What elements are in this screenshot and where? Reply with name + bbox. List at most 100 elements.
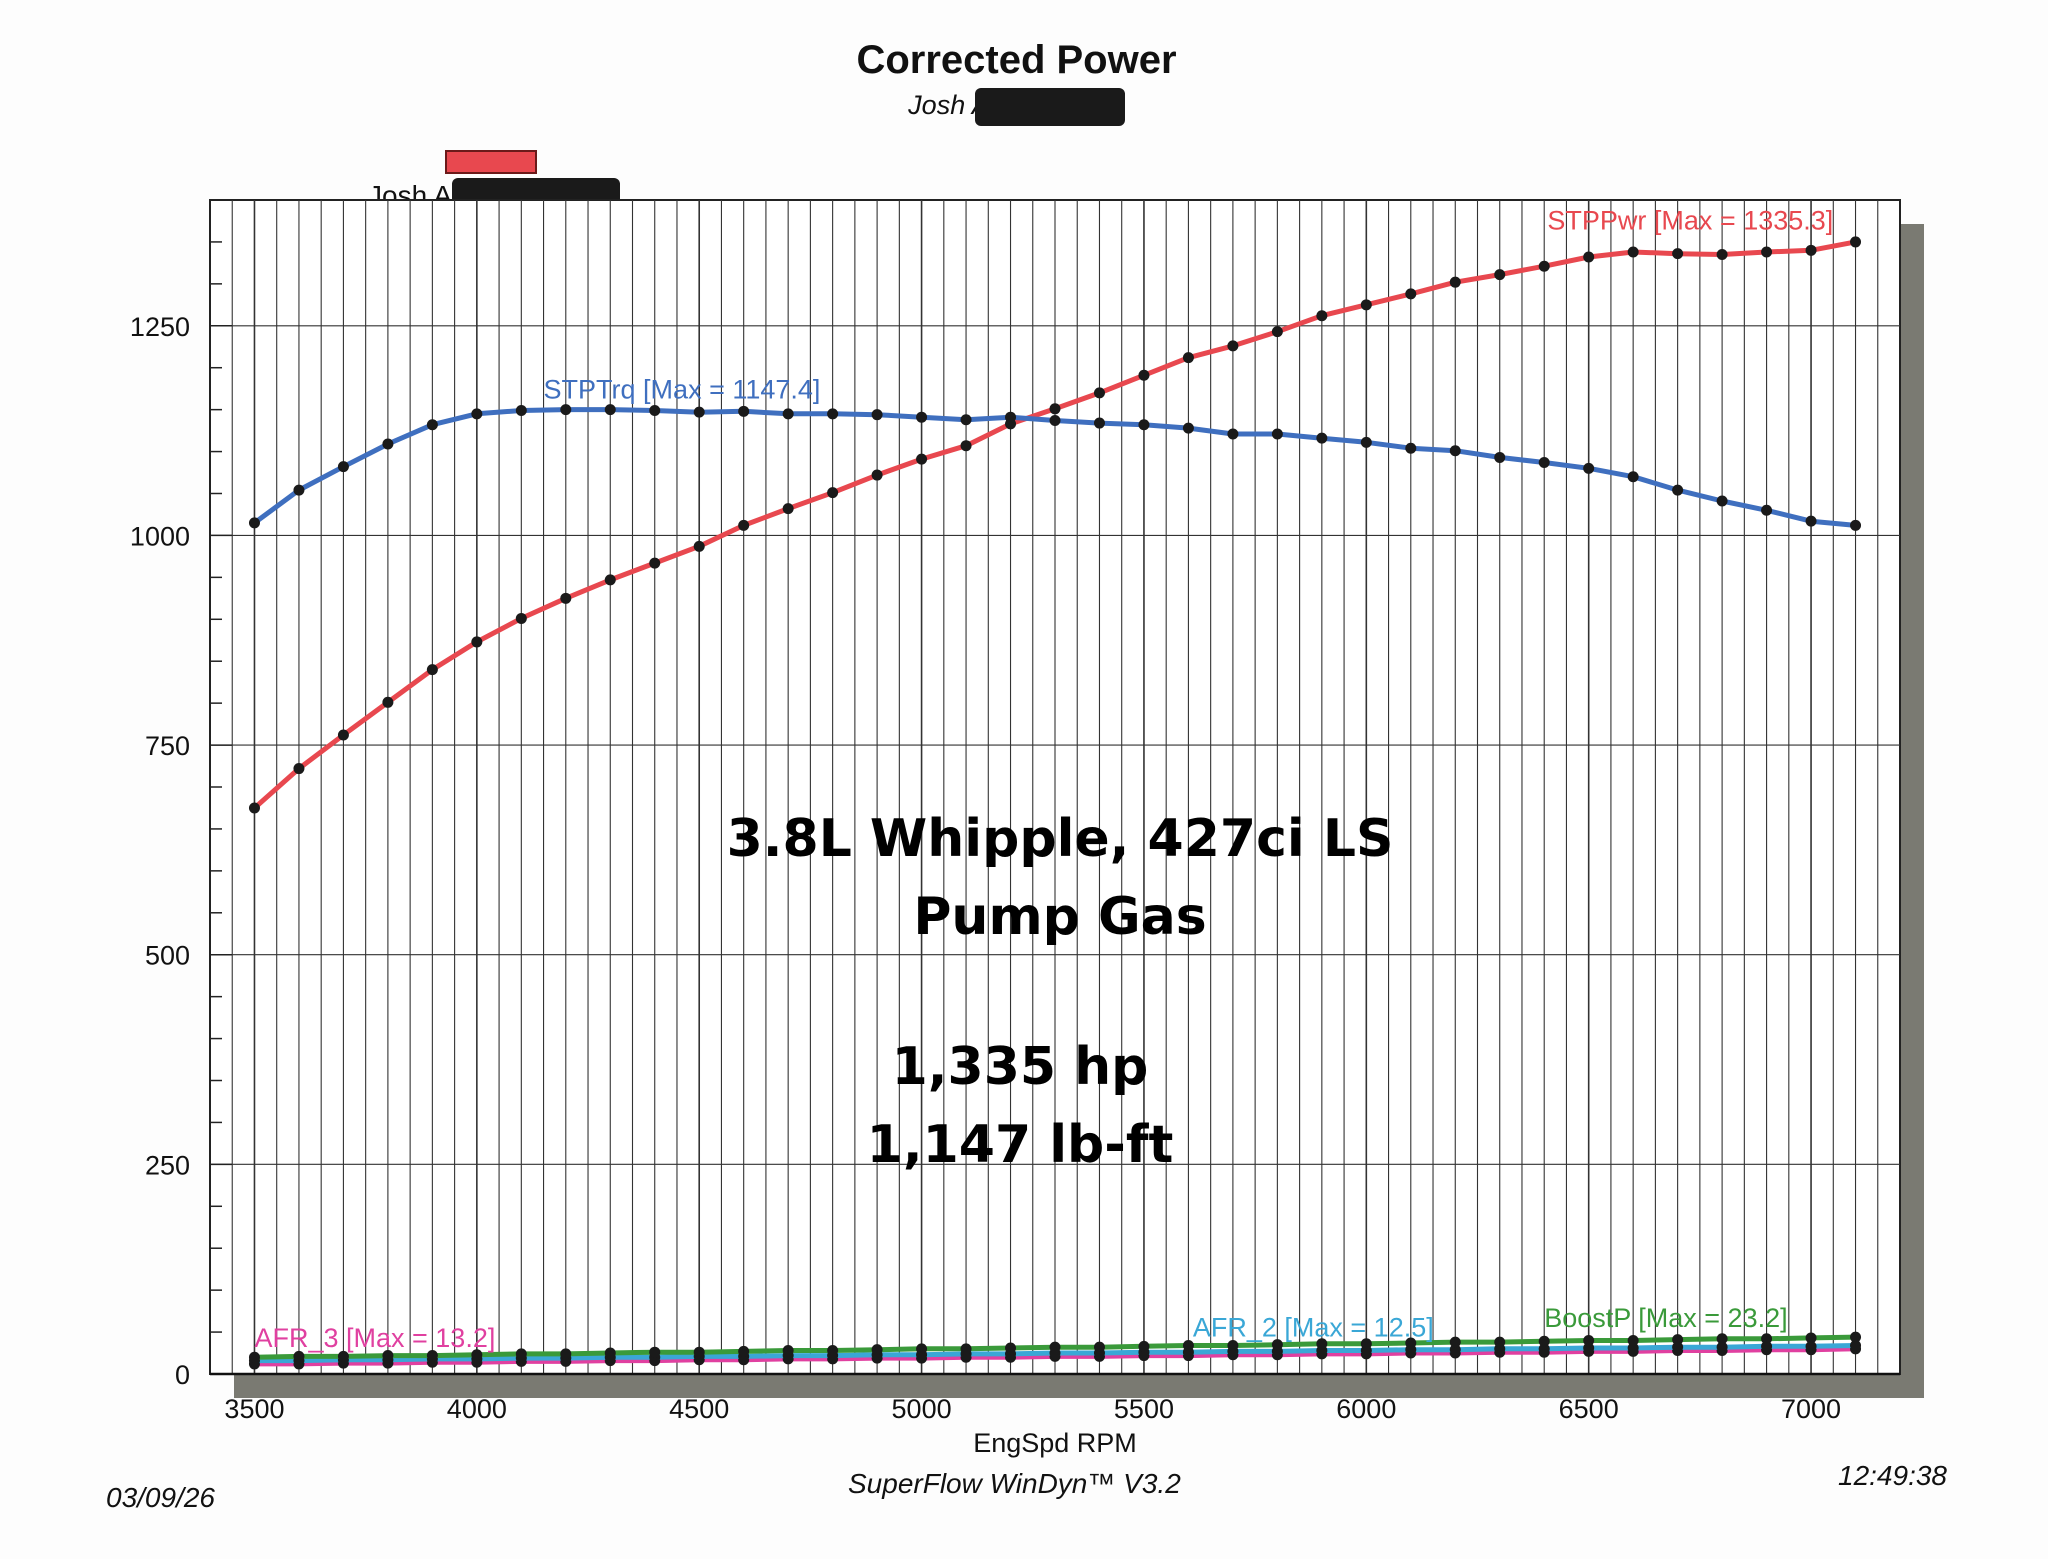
data-point-boostp [782, 1345, 794, 1357]
data-point-stppwr [471, 636, 483, 648]
data-point-stptrq [1049, 415, 1061, 427]
data-point-boostp [1271, 1339, 1283, 1351]
data-point-stppwr [1049, 403, 1061, 415]
data-point-boostp [738, 1345, 750, 1357]
data-point-stppwr [1761, 246, 1773, 258]
data-point-afr_2 [1850, 1339, 1862, 1351]
data-point-boostp [871, 1344, 883, 1356]
y-tick-label: 0 [175, 1360, 190, 1390]
annotation-engine: 3.8L Whipple, 427ci LS [726, 809, 1394, 869]
data-point-afr_2 [1805, 1340, 1817, 1352]
data-point-stppwr [1583, 251, 1595, 263]
data-point-stptrq [738, 405, 750, 417]
data-point-afr_2 [1583, 1342, 1595, 1354]
data-point-boostp [1850, 1331, 1862, 1343]
data-point-stptrq [1672, 484, 1684, 496]
data-point-stptrq [693, 406, 705, 418]
data-point-stptrq [649, 404, 661, 416]
data-point-stptrq [471, 408, 483, 420]
data-point-stppwr [827, 487, 839, 499]
annotation-torque: 1,147 lb-ft [866, 1115, 1174, 1175]
data-point-stptrq [1538, 456, 1550, 468]
data-point-afr_2 [1449, 1344, 1461, 1356]
data-point-stppwr [1093, 387, 1105, 399]
data-point-stppwr [1405, 288, 1417, 300]
data-point-boostp [337, 1350, 349, 1362]
data-point-stppwr [560, 592, 572, 604]
data-point-stptrq [560, 404, 572, 416]
annotation-power: 1,335 hp [891, 1037, 1149, 1097]
data-point-boostp [1805, 1332, 1817, 1344]
data-point-stptrq [1227, 428, 1239, 440]
data-point-stptrq [1494, 451, 1506, 463]
data-point-stptrq [1761, 504, 1773, 516]
y-tick-label: 1250 [130, 312, 190, 342]
x-tick-label: 6500 [1559, 1394, 1619, 1424]
x-axis-label: EngSpd RPM [973, 1428, 1137, 1458]
data-point-stptrq [1716, 495, 1728, 507]
data-point-stptrq [960, 414, 972, 426]
x-tick-label: 4000 [447, 1394, 507, 1424]
data-point-stptrq [426, 419, 438, 431]
data-point-stptrq [1805, 515, 1817, 527]
data-point-stppwr [248, 802, 260, 814]
data-point-boostp [1538, 1335, 1550, 1347]
x-tick-label: 5000 [892, 1394, 952, 1424]
data-point-boostp [1449, 1336, 1461, 1348]
data-point-stppwr [960, 440, 972, 452]
data-point-stppwr [916, 453, 928, 465]
y-tick-label: 250 [145, 1150, 190, 1180]
data-point-stptrq [515, 404, 527, 416]
data-point-stppwr [1672, 248, 1684, 260]
data-point-boostp [1494, 1336, 1506, 1348]
series-label-boostp: BoostP [Max = 23.2] [1544, 1303, 1787, 1333]
data-point-stppwr [1805, 244, 1817, 256]
data-point-boostp [515, 1348, 527, 1360]
data-point-stppwr [337, 729, 349, 741]
y-tick-label: 750 [145, 731, 190, 761]
data-point-stppwr [738, 519, 750, 531]
data-point-stptrq [1449, 445, 1461, 457]
legend-swatch [445, 150, 537, 174]
data-point-boostp [1360, 1338, 1372, 1350]
data-point-stptrq [1405, 442, 1417, 454]
data-point-stptrq [916, 411, 928, 423]
data-point-stppwr [1227, 340, 1239, 352]
data-point-stppwr [1449, 276, 1461, 288]
data-point-stptrq [1093, 417, 1105, 429]
data-point-stppwr [1716, 249, 1728, 261]
data-point-stppwr [782, 503, 794, 515]
data-point-afr_2 [1538, 1343, 1550, 1355]
data-point-afr_2 [1627, 1342, 1639, 1354]
data-point-boostp [560, 1348, 572, 1360]
data-point-stppwr [1627, 246, 1639, 258]
x-tick-label: 6000 [1336, 1394, 1396, 1424]
data-point-boostp [382, 1350, 394, 1362]
chart-title: Corrected Power [856, 38, 1177, 82]
data-point-boostp [248, 1351, 260, 1363]
redaction-mark [975, 88, 1125, 126]
data-point-stppwr [649, 557, 661, 569]
data-point-stppwr [1182, 352, 1194, 364]
x-tick-label: 7000 [1781, 1394, 1841, 1424]
data-point-stppwr [382, 696, 394, 708]
data-point-stppwr [1316, 310, 1328, 322]
data-point-boostp [1138, 1340, 1150, 1352]
data-point-boostp [1227, 1339, 1239, 1351]
data-point-boostp [1716, 1333, 1728, 1345]
series-label-afr_3: AFR_3 [Max = 13.2] [254, 1323, 495, 1353]
data-point-boostp [1182, 1339, 1194, 1351]
x-tick-label: 3500 [224, 1394, 284, 1424]
y-tick-label: 1000 [130, 521, 190, 551]
footer-software: SuperFlow WinDyn™ V3.2 [848, 1468, 1181, 1499]
data-point-stppwr [1850, 236, 1862, 248]
data-point-stppwr [1494, 269, 1506, 281]
data-point-stptrq [1316, 432, 1328, 444]
y-tick-label: 500 [145, 941, 190, 971]
data-point-stppwr [293, 763, 305, 775]
data-point-stppwr [1271, 326, 1283, 338]
data-point-boostp [1405, 1337, 1417, 1349]
data-point-boostp [1583, 1334, 1595, 1346]
series-label-afr_2: AFR_2 [Max = 12.5] [1193, 1312, 1434, 1342]
data-point-stppwr [693, 540, 705, 552]
